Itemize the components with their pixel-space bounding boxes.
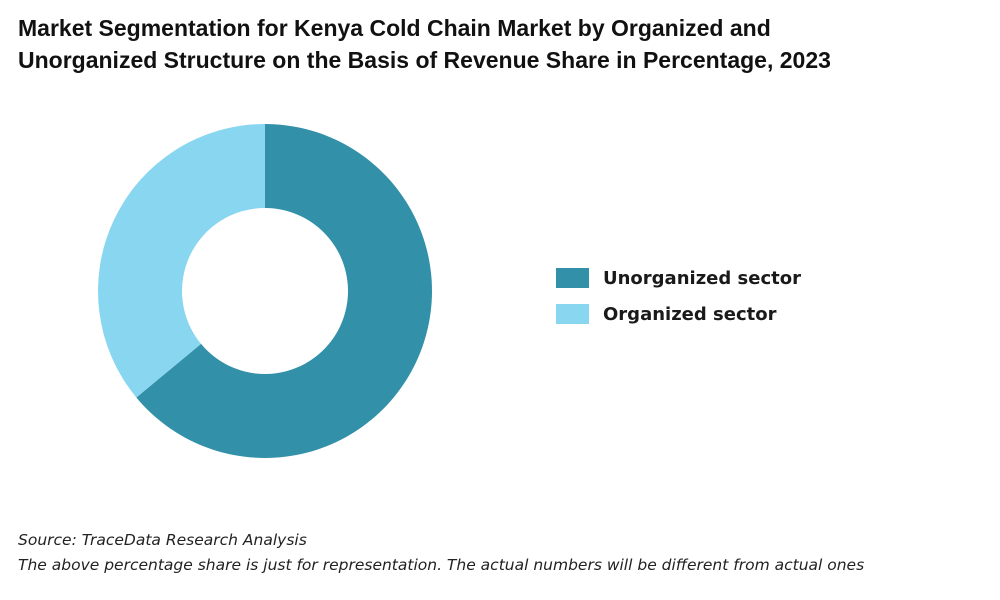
chart-title-line-2: Unorganized Structure on the Basis of Re…: [18, 47, 831, 73]
legend-item-unorganized: Unorganized sector: [556, 260, 801, 296]
legend-label-unorganized: Unorganized sector: [603, 267, 801, 289]
chart-footer: Source: TraceData Research Analysis The …: [18, 528, 978, 578]
donut-slices: [97, 124, 433, 458]
chart-legend: Unorganized sector Organized sector: [556, 260, 801, 332]
donut-slice-unorganized-sector: [136, 124, 433, 458]
legend-label-organized: Organized sector: [603, 303, 777, 325]
legend-swatch-organized: [556, 304, 589, 324]
disclaimer-note: The above percentage share is just for r…: [18, 556, 865, 574]
legend-item-organized: Organized sector: [556, 296, 801, 332]
legend-swatch-unorganized: [556, 268, 589, 288]
chart-title: Market Segmentation for Kenya Cold Chain…: [18, 12, 958, 76]
chart-title-line-1: Market Segmentation for Kenya Cold Chain…: [18, 15, 771, 41]
donut-slice-organized-sector: [97, 124, 265, 398]
source-note: Source: TraceData Research Analysis: [18, 531, 307, 549]
